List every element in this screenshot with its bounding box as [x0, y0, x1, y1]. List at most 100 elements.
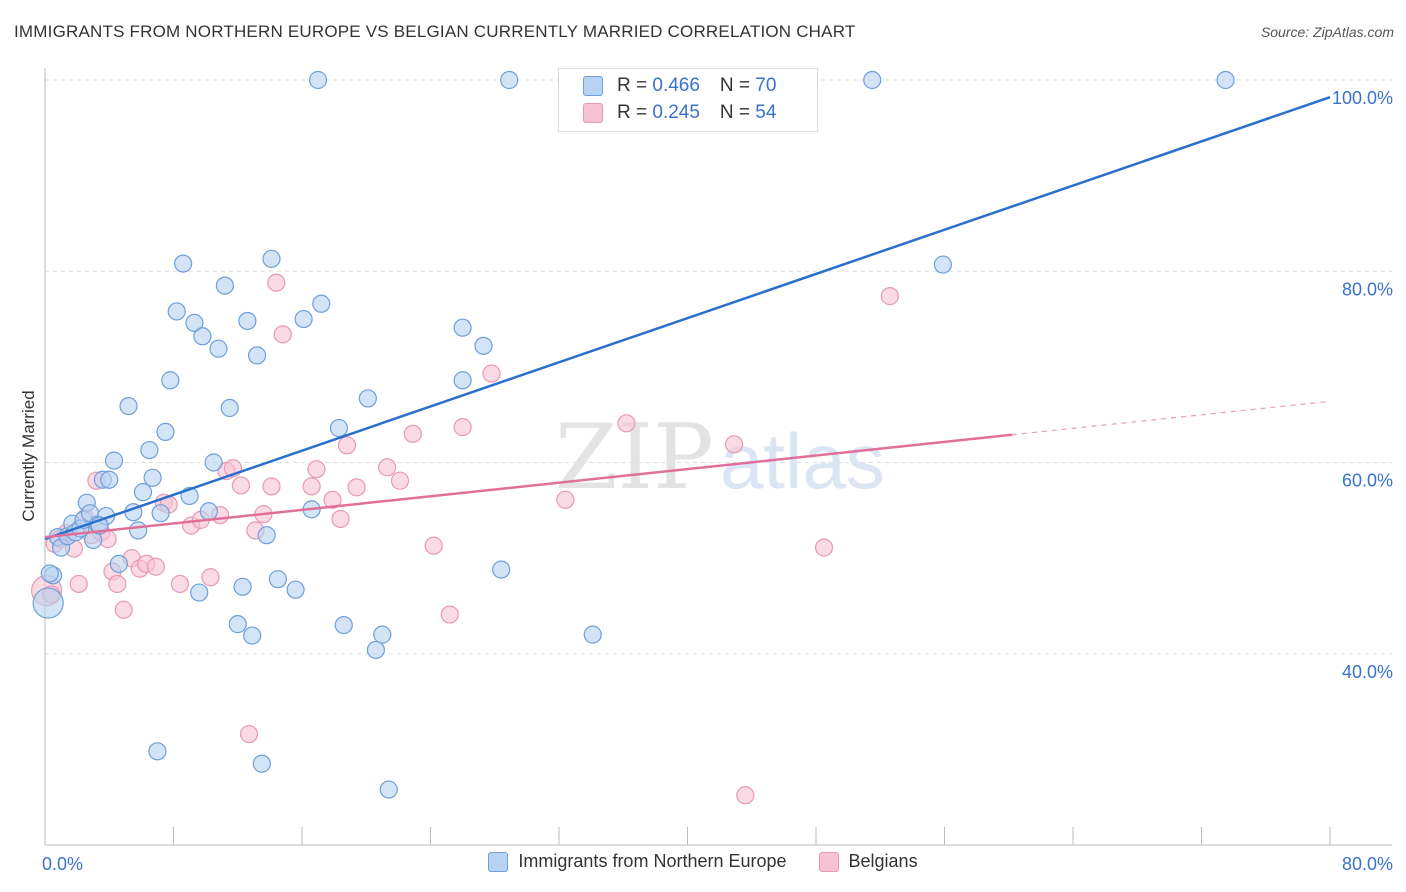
point-northern-europe — [204, 453, 223, 472]
y-tick-label: 40.0% — [1342, 662, 1393, 682]
x-tick-label: 80.0% — [1342, 854, 1393, 874]
legend-r-label: R = — [617, 75, 653, 96]
point-northern-europe — [583, 625, 602, 644]
point-belgian — [262, 477, 281, 496]
point-belgian — [390, 471, 410, 490]
point-northern-europe — [933, 255, 952, 274]
point-belgian — [347, 478, 366, 497]
point-belgian — [69, 574, 88, 594]
point-northern-europe — [143, 468, 162, 487]
watermark-atlas: atlas — [720, 417, 885, 505]
point-northern-europe — [366, 640, 385, 660]
point-northern-europe — [294, 309, 313, 329]
point-northern-europe — [233, 577, 252, 596]
point-belgian — [307, 460, 326, 479]
point-northern-europe — [243, 626, 262, 645]
point-northern-europe — [129, 521, 148, 540]
point-northern-europe — [209, 339, 228, 358]
point-northern-europe — [453, 318, 472, 337]
legend-n-label: N = — [719, 102, 756, 123]
point-northern-europe — [286, 580, 305, 599]
point-belgian — [814, 538, 834, 557]
point-northern-europe — [453, 371, 472, 390]
trend-lines — [44, 96, 1331, 541]
y-tick-label: 80.0% — [1342, 279, 1393, 299]
point-belgian — [880, 287, 899, 306]
point-northern-europe — [151, 504, 170, 523]
point-belgian — [453, 418, 472, 437]
point-northern-europe — [119, 396, 138, 416]
point-northern-europe — [379, 780, 398, 799]
source-label: Source: ZipAtlas.com — [1260, 24, 1394, 40]
point-belgian — [108, 574, 127, 594]
point-northern-europe — [474, 336, 493, 355]
point-belgian — [440, 605, 459, 624]
point-northern-europe — [334, 615, 353, 635]
point-northern-europe — [133, 483, 153, 502]
point-northern-europe — [228, 615, 247, 634]
point-northern-europe — [148, 742, 167, 761]
series-northern-europe — [32, 70, 1235, 799]
point-northern-europe — [863, 70, 882, 90]
point-northern-europe — [268, 570, 288, 589]
point-northern-europe — [220, 398, 239, 418]
point-northern-europe — [161, 371, 180, 390]
point-northern-europe — [100, 470, 119, 489]
legend-n-value: 70 — [755, 75, 777, 96]
point-belgian — [114, 600, 133, 619]
point-northern-europe — [156, 422, 175, 441]
point-northern-europe — [190, 583, 209, 602]
point-northern-europe — [140, 440, 159, 460]
legend-n-label: N = — [719, 75, 756, 96]
legend-r-label: R = — [617, 102, 653, 123]
x-tick-label: 0.0% — [42, 854, 83, 874]
point-northern-europe — [199, 502, 218, 521]
legend-n-value: 54 — [755, 102, 777, 123]
point-belgian — [617, 414, 636, 433]
point-belgian — [323, 490, 342, 509]
point-northern-europe — [185, 313, 204, 332]
legend-label: Belgians — [848, 851, 918, 871]
legend-item-belgians[interactable]: Belgians — [818, 851, 918, 872]
legend-swatch-blue — [488, 851, 509, 872]
point-belgian — [267, 273, 286, 292]
legend-swatch-blue — [583, 76, 603, 96]
point-northern-europe — [262, 249, 281, 268]
series-belgians — [31, 273, 899, 805]
point-belgian — [482, 364, 501, 383]
legend-r-value: 0.245 — [652, 102, 700, 123]
point-belgian — [201, 568, 220, 587]
point-belgian — [724, 435, 744, 454]
point-northern-europe — [167, 302, 186, 321]
y-tick-label: 60.0% — [1342, 471, 1393, 491]
tick-labels: 40.0% 60.0% 80.0% 100.0% 0.0% 80.0% — [42, 88, 1393, 874]
y-axis-label: Currently Married — [19, 390, 38, 521]
point-northern-europe — [247, 346, 267, 365]
point-belgian — [231, 476, 251, 495]
legend-item-northern-europe[interactable]: Immigrants from Northern Europe — [488, 851, 787, 872]
point-northern-europe — [252, 754, 271, 773]
point-northern-europe — [193, 327, 212, 346]
point-northern-europe — [358, 389, 377, 408]
point-northern-europe — [109, 554, 128, 573]
chart-title: IMMIGRANTS FROM NORTHERN EUROPE VS BELGI… — [14, 22, 856, 41]
point-northern-europe — [174, 254, 193, 273]
trend-line-northern-europe — [44, 96, 1331, 541]
legend-row-northern-europe: R = 0.466 N = 70 — [583, 73, 776, 99]
point-belgian — [170, 574, 190, 594]
trend-line-belgians — [44, 433, 1013, 539]
point-northern-europe — [257, 526, 276, 545]
point-northern-europe — [312, 294, 331, 313]
point-belgian — [239, 724, 259, 744]
y-tick-label: 100.0% — [1332, 88, 1393, 108]
axes — [44, 68, 1392, 846]
series-legend: Immigrants from Northern Europe Belgians — [0, 851, 1406, 872]
point-northern-europe — [373, 625, 392, 644]
point-northern-europe — [238, 311, 257, 331]
watermark: ZIP atlas — [555, 405, 885, 510]
point-northern-europe — [104, 451, 124, 470]
point-belgian — [273, 325, 292, 344]
point-northern-europe — [32, 587, 64, 619]
point-northern-europe — [492, 560, 511, 579]
